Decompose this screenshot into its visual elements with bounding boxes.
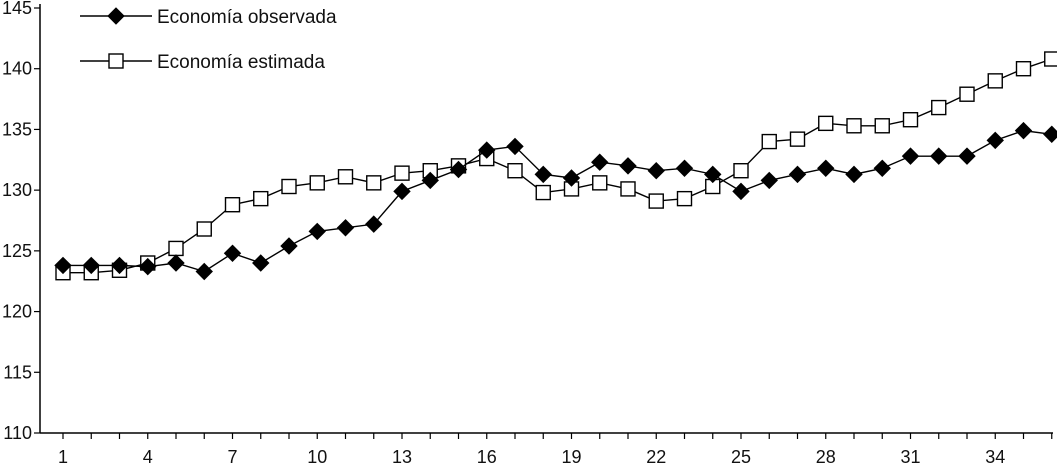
data-point-estimated xyxy=(1044,51,1057,67)
data-point-observed xyxy=(873,159,891,177)
legend-item-observed: Economía observada xyxy=(80,7,337,28)
data-point-observed xyxy=(393,182,411,201)
legend-item-estimated: Economía estimada xyxy=(80,52,325,73)
data-point-estimated xyxy=(507,163,523,179)
data-point-estimated xyxy=(902,112,919,128)
data-point-observed xyxy=(54,256,72,275)
data-point-observed xyxy=(534,165,552,184)
x-tick-label: 28 xyxy=(816,447,836,467)
data-point-estimated xyxy=(959,86,975,102)
data-point-estimated xyxy=(535,184,551,201)
x-tick-label: 19 xyxy=(561,447,581,467)
y-tick-label: 125 xyxy=(2,241,32,261)
data-point-estimated xyxy=(761,133,777,150)
data-point-observed xyxy=(252,254,270,272)
legend-label-estimated: Economía estimada xyxy=(157,52,325,73)
axes xyxy=(39,4,1053,434)
data-point-observed xyxy=(308,222,326,241)
legend-marker-estimated xyxy=(108,53,124,69)
data-point-estimated xyxy=(789,131,806,147)
data-point-observed xyxy=(788,165,807,184)
data-point-estimated xyxy=(818,115,834,132)
data-point-observed xyxy=(139,257,157,276)
y-tick-label: 110 xyxy=(3,423,32,443)
data-point-estimated xyxy=(733,163,749,179)
series-line-observed xyxy=(63,129,1052,273)
data-point-observed xyxy=(619,157,637,175)
data-point-estimated xyxy=(394,165,410,181)
legend-marker-observed xyxy=(107,7,125,25)
y-tick-label: 115 xyxy=(3,362,32,382)
x-tick-label: 16 xyxy=(477,447,497,467)
series-estimated xyxy=(55,51,1057,281)
x-tick-label: 7 xyxy=(227,447,237,467)
data-point-estimated xyxy=(366,175,382,191)
data-point-observed xyxy=(223,244,242,262)
data-point-estimated xyxy=(846,118,862,134)
y-tick-label: 135 xyxy=(2,119,32,139)
data-point-observed xyxy=(478,141,496,159)
data-point-estimated xyxy=(1015,61,1032,77)
data-point-observed xyxy=(817,159,835,177)
data-point-estimated xyxy=(676,190,693,207)
data-point-observed xyxy=(506,137,524,156)
data-point-observed xyxy=(845,165,863,184)
data-point-estimated xyxy=(648,193,664,209)
data-point-observed xyxy=(195,262,213,281)
data-point-observed xyxy=(365,215,383,233)
series-observed xyxy=(54,121,1057,281)
data-point-estimated xyxy=(931,99,947,116)
data-point-estimated xyxy=(281,178,297,195)
data-point-observed xyxy=(167,254,185,272)
y-axis-ticks: 110 115 120 125 130 135 140 145 xyxy=(2,0,40,443)
x-tick-label: 1 xyxy=(58,447,68,467)
x-tick-label: 13 xyxy=(392,447,412,467)
series-line-estimated xyxy=(63,58,1052,274)
y-tick-label: 145 xyxy=(2,0,32,18)
legend-label-observed: Economía observada xyxy=(157,7,337,28)
data-point-estimated xyxy=(337,169,354,185)
y-tick-label: 120 xyxy=(2,302,32,322)
data-point-observed xyxy=(110,256,129,275)
legend: Economía observada Economía estimada xyxy=(80,7,337,73)
data-point-estimated xyxy=(592,175,608,191)
y-tick-label: 130 xyxy=(2,180,32,200)
data-point-observed xyxy=(449,160,468,179)
data-point-estimated xyxy=(168,240,184,257)
data-point-estimated xyxy=(196,221,212,237)
data-point-observed xyxy=(421,171,439,190)
data-point-observed xyxy=(760,171,778,190)
data-point-estimated xyxy=(224,197,241,213)
x-tick-label: 4 xyxy=(143,447,153,467)
data-point-observed xyxy=(704,165,722,184)
x-tick-label: 25 xyxy=(731,447,751,467)
data-point-estimated xyxy=(309,175,325,191)
data-point-estimated xyxy=(987,73,1003,89)
x-tick-label: 34 xyxy=(985,447,1005,467)
data-point-observed xyxy=(280,237,298,255)
data-point-observed xyxy=(647,162,665,180)
data-point-observed xyxy=(732,182,750,201)
data-point-observed xyxy=(958,147,976,165)
data-point-observed xyxy=(901,147,920,165)
x-tick-label: 10 xyxy=(307,447,327,467)
data-point-observed xyxy=(336,219,355,237)
data-point-observed xyxy=(1014,121,1033,140)
x-axis-ticks: 1 4 7 10 13 16 19 22 25 28 31 34 xyxy=(58,433,1053,467)
data-point-observed xyxy=(562,169,581,187)
x-tick-label: 22 xyxy=(646,447,666,467)
data-point-observed xyxy=(82,256,100,275)
series-layer xyxy=(54,51,1057,281)
data-point-estimated xyxy=(874,118,890,134)
data-point-observed xyxy=(986,131,1004,150)
data-point-observed xyxy=(591,153,609,171)
data-point-observed xyxy=(1043,125,1057,143)
y-tick-label: 140 xyxy=(2,59,32,79)
data-point-estimated xyxy=(253,190,269,207)
data-point-estimated xyxy=(620,181,636,197)
data-point-observed xyxy=(930,147,948,165)
x-tick-label: 31 xyxy=(900,447,920,467)
data-point-observed xyxy=(675,159,694,177)
